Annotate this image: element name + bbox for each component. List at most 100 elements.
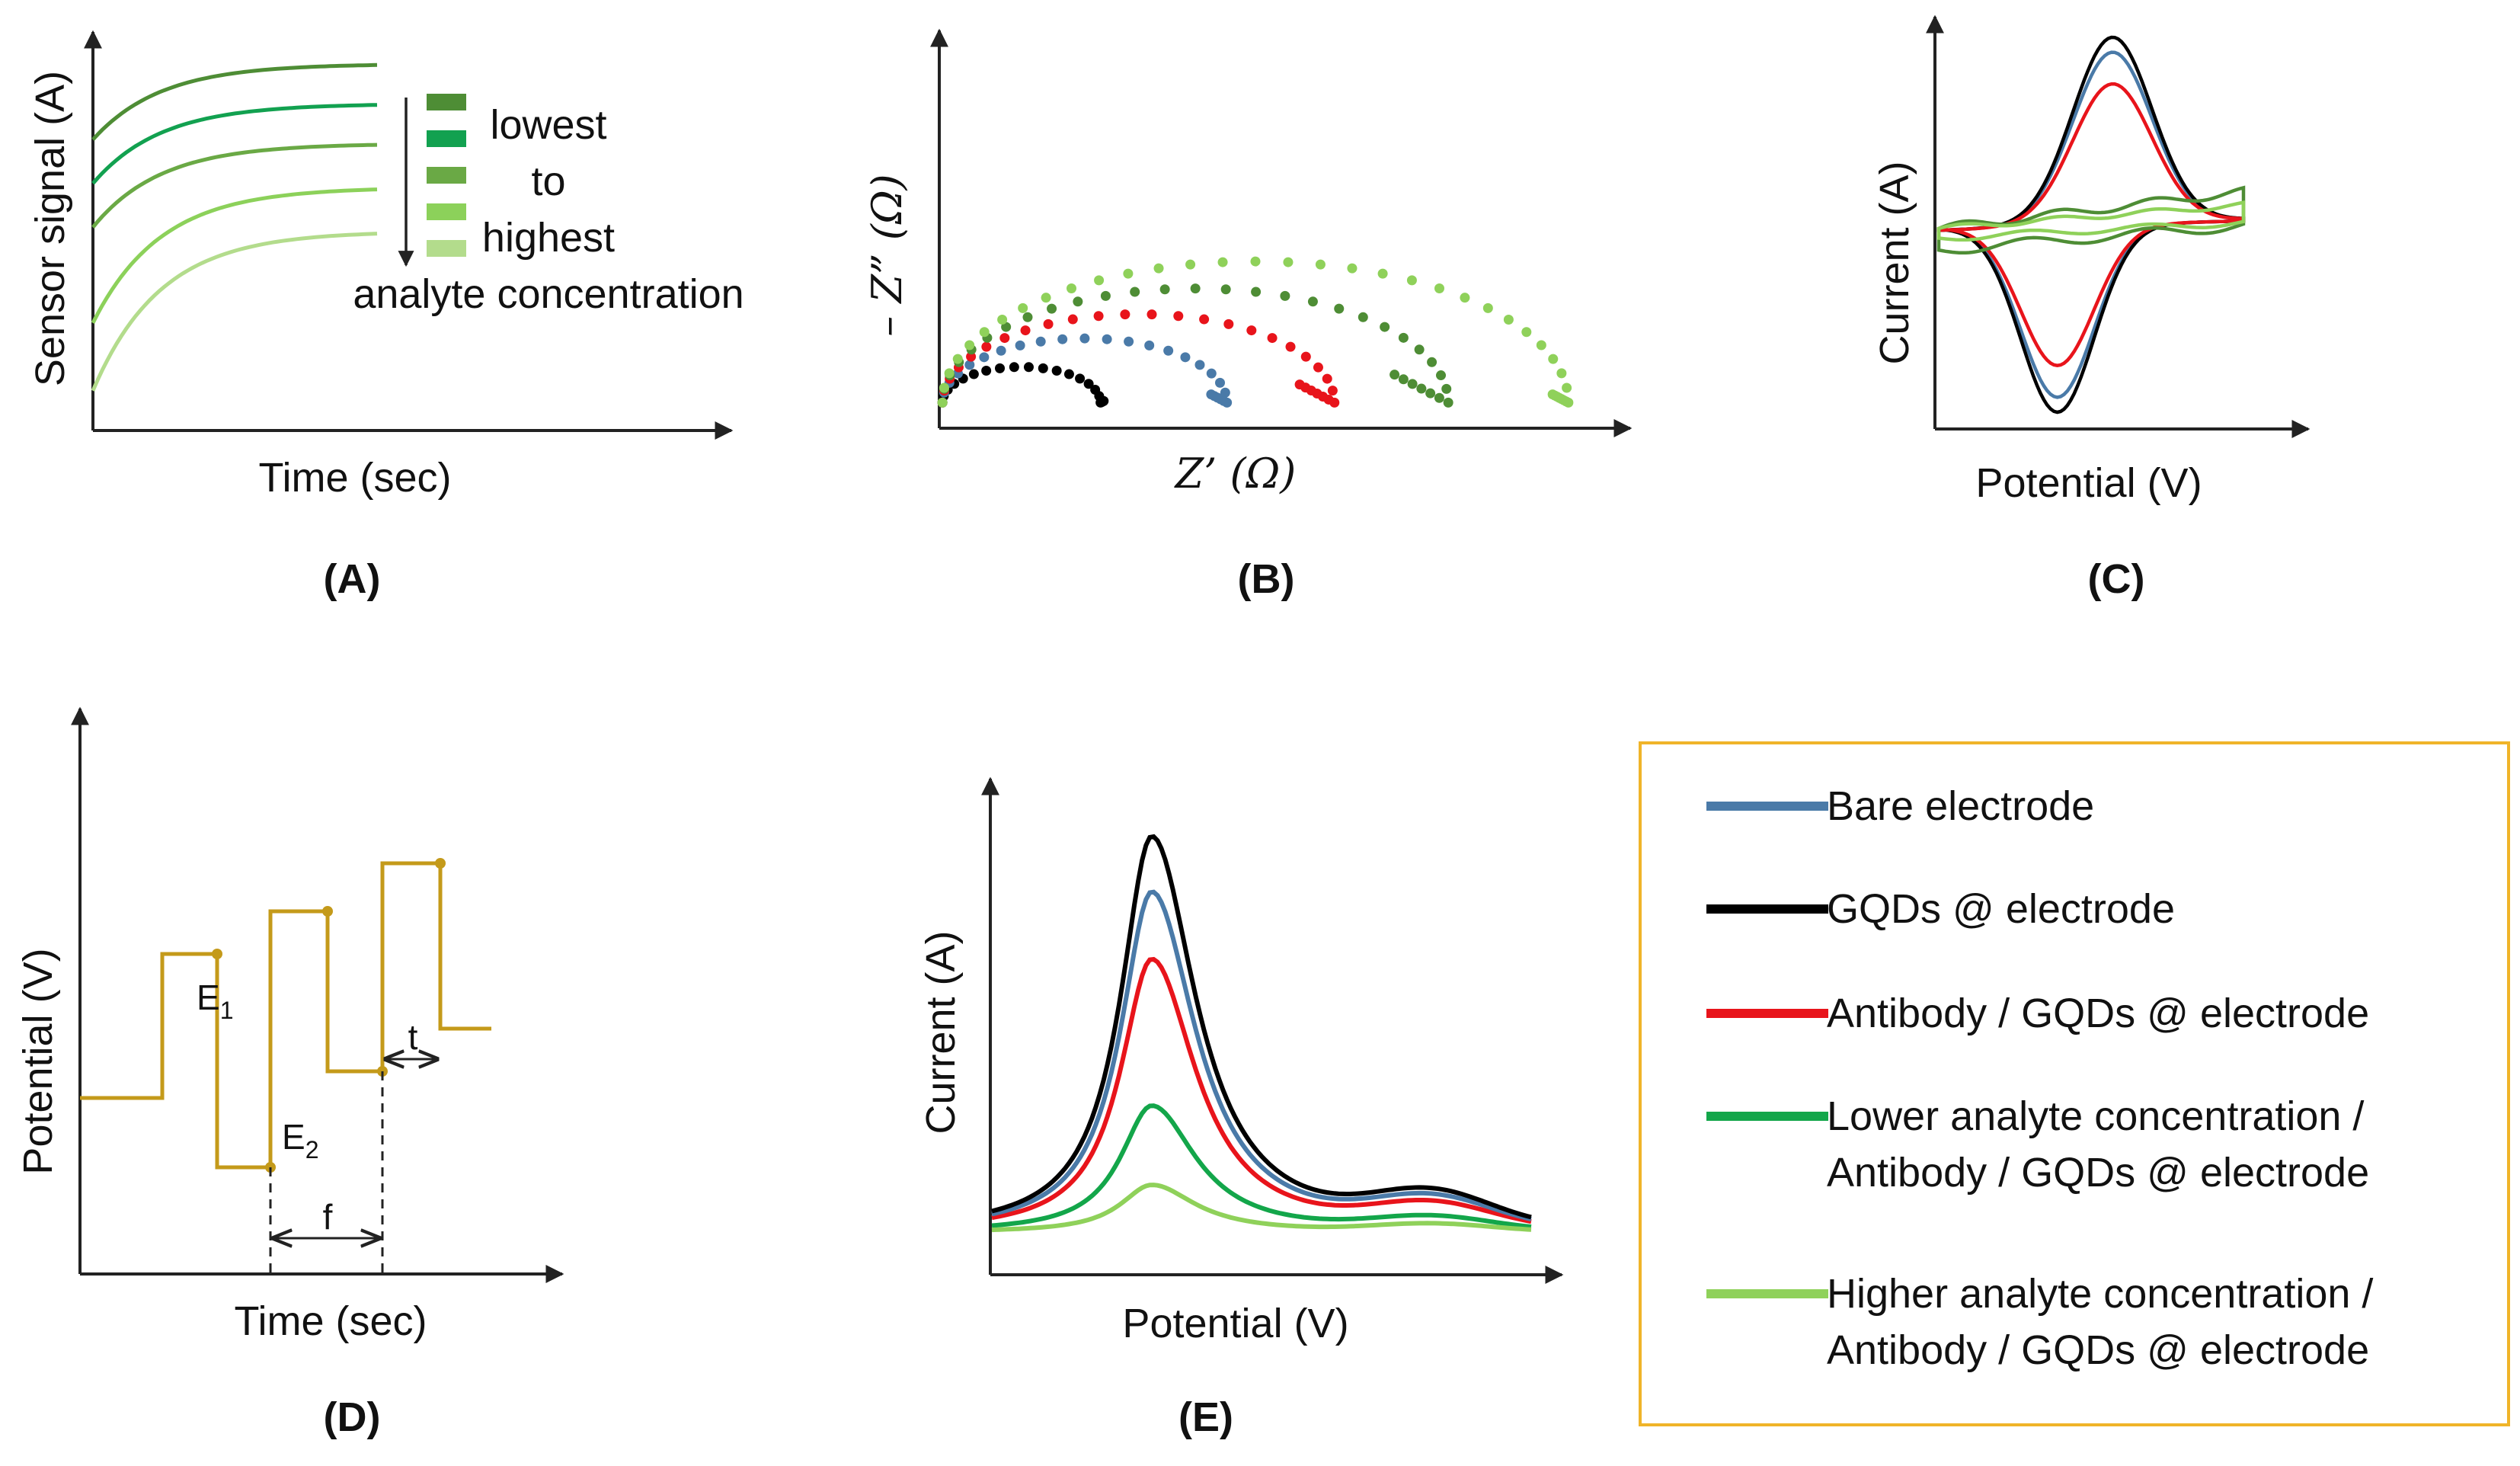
panel-b-point-s2-12	[1102, 334, 1112, 344]
panel-d-sample-point-3	[322, 906, 333, 917]
panel-b-point-s5-16	[1250, 256, 1261, 267]
legend-label-1-1: Bare electrode	[1827, 783, 2094, 829]
panel-b-point-s3-9	[1043, 318, 1054, 329]
panel-a-signal-curve-2	[91, 103, 378, 185]
panel-b-point-s3-12	[1120, 309, 1130, 320]
panel-e-x-label: Potential (V)	[1122, 1301, 1348, 1346]
panel-b: Z’ (Ω) – Z” (Ω) (B)	[863, 28, 1633, 602]
panel-b-point-s4-28	[1434, 392, 1444, 403]
panel-b-point-s4-17	[1280, 290, 1290, 301]
panel-b-point-s4-26	[1441, 383, 1452, 394]
panel-b-point-s4-13	[1159, 284, 1170, 295]
panel-a-signal-curve-4	[91, 187, 378, 324]
panel-b-point-s5-23	[1460, 293, 1470, 303]
panel-b-point-s3-14	[1173, 311, 1184, 322]
panel-b-point-s3-16	[1223, 318, 1234, 329]
panel-b-point-s2-11	[1079, 333, 1090, 344]
panel-b-x-label: Z’ (Ω)	[1174, 450, 1297, 498]
panel-b-point-s5-7	[997, 314, 1008, 325]
panel-d-e1-label-subscript: 1	[220, 997, 234, 1024]
panel-c-cv-curve-5	[1936, 200, 2246, 242]
panel-e-dpv-curve-4	[991, 1103, 1532, 1229]
panel-b-point-s1-12	[1051, 366, 1062, 376]
panel-d-sample-point-5	[435, 858, 446, 869]
panel-e-dpv-curve-1	[991, 889, 1532, 1221]
panel-b-point-s4-27	[1443, 397, 1453, 408]
panel-b-point-s4-20	[1358, 312, 1368, 322]
panel-b-point-s2-17	[1194, 360, 1205, 370]
panel-b-point-s3-11	[1093, 311, 1104, 322]
panel-b-point-s4-31	[1407, 379, 1418, 389]
panel-a-annotation-lowest: lowest	[490, 102, 606, 148]
panel-c-cv-curve-4	[1936, 185, 2246, 255]
panel-e-dpv-curve-5	[991, 1183, 1532, 1233]
legend-label-5-1: Higher analyte concentration /	[1827, 1271, 2373, 1317]
panel-e-dpv-curve-2	[991, 834, 1532, 1220]
panel-b-point-s3-22	[1322, 373, 1332, 384]
panel-b-point-s5-24	[1482, 302, 1493, 313]
panel-b-point-s5-25	[1503, 314, 1514, 325]
panel-a-signal-curve-1	[91, 62, 378, 141]
panel-d-x-label: Time (sec)	[235, 1298, 427, 1344]
panel-b-point-s4-8	[1022, 312, 1033, 322]
panel-b-point-s3-10	[1067, 314, 1078, 325]
panel-b-point-s5-1	[937, 397, 948, 408]
panel-b-point-s2-26	[1206, 389, 1217, 400]
panel-b-point-s5-19	[1347, 263, 1358, 274]
panel-a-signal-curve-3	[91, 142, 378, 229]
panel-b-point-s2-7	[996, 345, 1006, 356]
panel-b-point-s5-30	[1562, 383, 1572, 393]
panel-a-legend-swatch-3	[427, 167, 466, 184]
legend-label-3-1: Antibody / GQDs @ electrode	[1827, 991, 2369, 1036]
panel-b-point-s4-24	[1427, 357, 1437, 367]
legend: Bare electrode GQDs @ electrode Antibody /…	[1639, 741, 2510, 1426]
panel-b-point-s5-10	[1067, 283, 1077, 293]
panel-b-point-s5-38	[1547, 389, 1558, 400]
panel-b-point-s5-28	[1548, 354, 1559, 364]
panel-b-point-s5-17	[1283, 257, 1294, 267]
panel-a-legend-swatch-5	[427, 240, 466, 257]
panel-b-point-s4-7	[1001, 322, 1012, 332]
panel-b-point-s4-30	[1416, 383, 1427, 394]
legend-box	[1639, 741, 2510, 1426]
panel-b-point-s3-30	[1294, 379, 1305, 390]
panel-b-point-s4-14	[1190, 283, 1201, 294]
panel-b-point-s5-12	[1123, 268, 1134, 279]
panel-b-point-s2-5	[964, 360, 975, 370]
panel-b-caption: (B)	[1238, 556, 1295, 602]
panel-b-point-s1-9	[1009, 362, 1019, 373]
panel-b-point-s1-10	[1023, 362, 1034, 373]
panel-d-f-label: f	[323, 1197, 333, 1237]
panel-b-point-s5-26	[1521, 327, 1532, 338]
panel-a-signal-curve-5	[91, 232, 378, 392]
panel-a-legend-swatch-4	[427, 203, 466, 220]
panel-d-e1-label: E1	[197, 978, 233, 1024]
legend-label-4-1: Lower analyte concentration /	[1827, 1093, 2364, 1139]
panel-b-point-s5-8	[1018, 302, 1028, 313]
panel-b-point-s5-27	[1536, 340, 1546, 350]
panel-b-point-s5-2	[939, 383, 949, 393]
panel-b-point-s3-8	[1020, 325, 1031, 336]
panel-b-point-s1-7	[981, 366, 992, 376]
panel-a-legend-swatch-1	[427, 94, 466, 110]
panel-b-point-s3-21	[1313, 362, 1323, 373]
panel-b-point-s4-23	[1414, 344, 1425, 355]
panel-b-point-s2-18	[1206, 368, 1217, 379]
panel-b-point-s4-19	[1334, 303, 1345, 314]
panel-a-y-label: Sensor signal (A)	[27, 71, 73, 386]
panel-c: Potential (V) Current (A) (C)	[1872, 14, 2311, 602]
panel-b-point-s3-13	[1146, 309, 1157, 320]
panel-a-annotation-concentration: analyte concentration	[353, 271, 744, 317]
panel-b-point-s2-16	[1180, 352, 1191, 363]
legend-label-2-1: GQDs @ electrode	[1827, 886, 2175, 932]
panel-c-x-label: Potential (V)	[1975, 460, 2202, 506]
panel-d-e2-label-main: E	[282, 1117, 305, 1157]
panel-c-caption: (C)	[2088, 556, 2145, 602]
panel-a-annotation-to: to	[531, 158, 565, 204]
panel-b-point-s5-22	[1434, 283, 1444, 293]
panel-b-point-s2-15	[1163, 345, 1174, 356]
panel-b-point-s1-6	[968, 369, 979, 379]
panel-b-point-s2-14	[1144, 340, 1155, 350]
